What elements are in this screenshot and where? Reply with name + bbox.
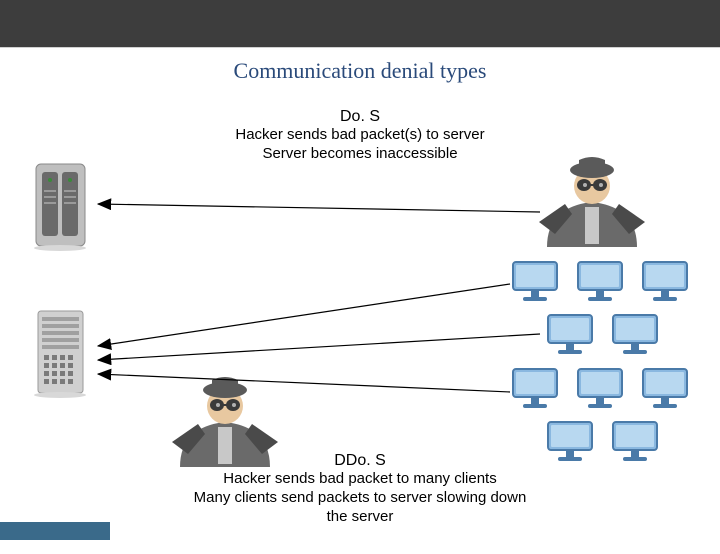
client-monitor-icon bbox=[640, 366, 690, 411]
header-bar bbox=[0, 0, 720, 48]
ddos-desc2: Many clients send packets to server slow… bbox=[0, 489, 720, 508]
server-icon bbox=[28, 162, 93, 252]
diagram-canvas: Do. S Hacker sends bad packet(s) to serv… bbox=[0, 84, 720, 554]
ddos-label: DDo. S bbox=[0, 452, 720, 470]
client-monitor-icon bbox=[545, 312, 595, 357]
client-monitor-icon bbox=[510, 366, 560, 411]
dos-desc1: Hacker sends bad packet(s) to server bbox=[0, 126, 720, 145]
server-icon bbox=[28, 309, 93, 399]
ddos-text-block: DDo. S Hacker sends bad packet to many c… bbox=[0, 452, 720, 526]
client-monitor-icon bbox=[575, 259, 625, 304]
footer-accent bbox=[0, 522, 110, 540]
client-monitor-icon bbox=[640, 259, 690, 304]
client-monitor-icon bbox=[575, 366, 625, 411]
ddos-desc1: Hacker sends bad packet to many clients bbox=[0, 470, 720, 489]
hacker-icon bbox=[537, 152, 647, 252]
client-monitor-icon bbox=[610, 312, 660, 357]
client-monitor-icon bbox=[510, 259, 560, 304]
dos-label: Do. S bbox=[0, 108, 720, 126]
page-title: Communication denial types bbox=[0, 58, 720, 84]
